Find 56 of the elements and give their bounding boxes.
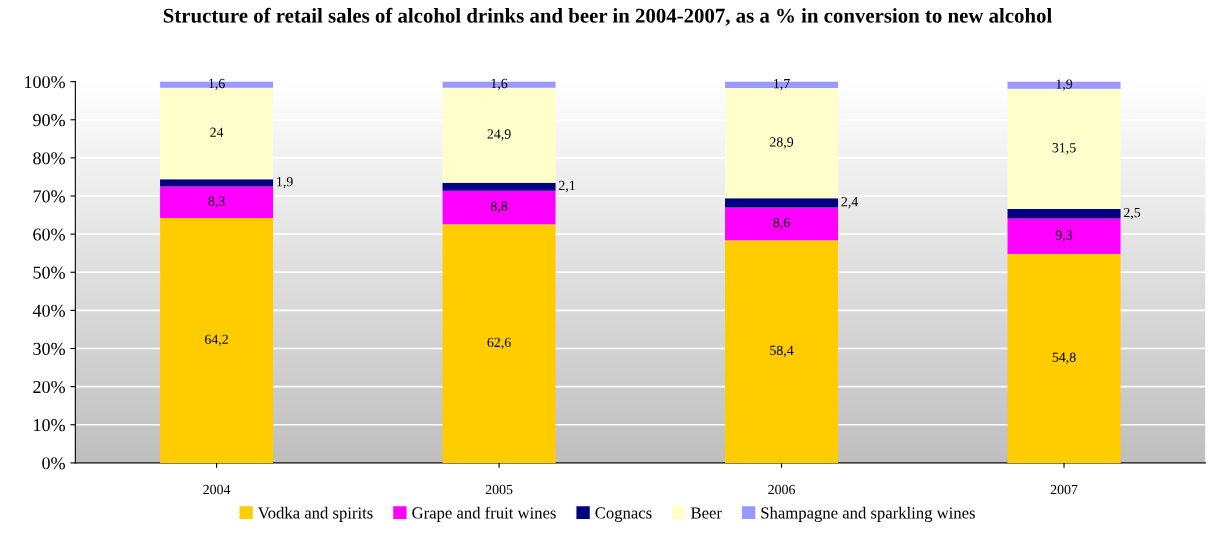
- y-tick-label: 40%: [32, 304, 65, 317]
- bar: [1007, 81, 1121, 89]
- x-tick-label: 2005: [485, 484, 513, 495]
- y-tick-label: 70%: [33, 190, 65, 203]
- chart-title: Structure of retail sales of alcohol drinks and beer in 2004-2007, as a % in conversion to new alcohol: [163, 7, 1052, 26]
- y-tick-label: 10%: [34, 419, 65, 432]
- y-tick-label: 20%: [33, 380, 65, 394]
- y-tick-label: 50%: [33, 266, 65, 279]
- x-tick-label: 2007: [1050, 484, 1078, 495]
- data-label: 54,8: [1052, 352, 1076, 364]
- bar: [1007, 253, 1121, 463]
- bar: [725, 81, 839, 89]
- y-tick-label: 90%: [33, 114, 65, 127]
- data-label: 62,6: [487, 337, 511, 350]
- bar: [1007, 218, 1121, 254]
- data-label: 1,7: [774, 79, 790, 91]
- data-label: 2,5: [1123, 207, 1141, 220]
- bar: [442, 182, 556, 191]
- bar: [160, 179, 274, 187]
- legend-label: Beer: [690, 507, 722, 519]
- bar: [442, 190, 556, 225]
- y-tick-label: 100%: [25, 75, 65, 89]
- data-label: 1,9: [277, 176, 293, 189]
- bar: [160, 218, 274, 463]
- data-label: 2,1: [558, 180, 575, 193]
- data-label: 9,3: [1055, 230, 1073, 242]
- x-tick-label: 2006: [768, 484, 796, 495]
- y-tick-label: 60%: [33, 228, 65, 241]
- data-label: 8,6: [773, 217, 790, 230]
- bar: [1007, 208, 1121, 219]
- data-label: 28,9: [770, 137, 794, 149]
- data-label: 1,9: [1056, 79, 1073, 91]
- legend-label: Vodka and spirits: [257, 506, 373, 522]
- data-label: 24: [210, 127, 224, 137]
- bar: [725, 88, 839, 199]
- data-label: 8,8: [490, 201, 508, 213]
- legend-label: Shampagne and sparkling wines: [761, 506, 975, 522]
- bar: [725, 240, 839, 463]
- data-label: 58,4: [770, 345, 794, 358]
- bar: [442, 224, 556, 463]
- data-label: 1,6: [209, 78, 225, 91]
- y-tick-label: 30%: [33, 342, 65, 356]
- x-tick-label: 2004: [203, 484, 231, 495]
- bar: [725, 207, 839, 241]
- data-label: 24,9: [487, 129, 511, 141]
- data-label: 1,6: [491, 78, 508, 91]
- data-label: 2,4: [841, 197, 859, 209]
- data-label: 8,3: [208, 196, 225, 208]
- bar: [160, 186, 274, 219]
- data-label: 31,5: [1052, 143, 1076, 155]
- legend-label: Grape and fruit wines: [412, 506, 556, 522]
- legend-label: Cognacs: [595, 507, 652, 522]
- data-label: 64,2: [205, 334, 228, 346]
- y-tick-label: 0%: [42, 457, 65, 470]
- y-tick-label: 80%: [33, 152, 65, 165]
- bar: [725, 198, 839, 208]
